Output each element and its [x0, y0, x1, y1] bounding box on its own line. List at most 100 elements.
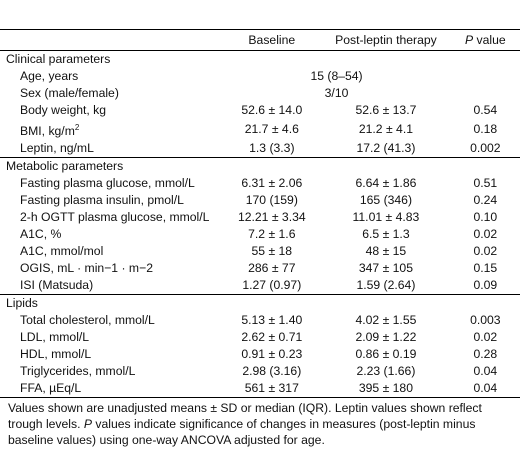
row-label: Fasting plasma glucose, mmol/L [20, 176, 195, 191]
header-p-value: P value [450, 30, 520, 51]
row-baseline-value: 0.91 ± 0.23 [241, 347, 303, 362]
row-baseline-value: 21.7 ± 4.6 [244, 122, 299, 137]
table-row: LDL, mmol/L 2.62 ± 0.71 2.09 ± 1.22 0.02 [0, 329, 520, 346]
row-label: Total cholesterol, mmol/L [20, 313, 155, 328]
row-label: Sex (male/female) [20, 86, 119, 100]
table-row: BMI, kg/m2 21.7 ± 4.6 21.2 ± 4.1 0.18 [0, 119, 520, 140]
header-blank [0, 30, 223, 51]
row-p-value: 0.02 [473, 244, 498, 259]
row-label: LDL, mmol/L [20, 330, 90, 345]
row-p-value: 0.02 [473, 227, 498, 242]
table-top-rule [0, 29, 520, 30]
table-row: Fasting plasma insulin, pmol/L 170 (159) 1… [0, 192, 520, 209]
row-post-value: 0.86 ± 0.19 [355, 347, 417, 362]
row-baseline-value: 1.3 (3.3) [249, 141, 295, 156]
row-baseline-value: 5.13 ± 1.40 [241, 313, 303, 328]
row-label: Fasting plasma insulin, pmol/L [20, 193, 184, 208]
row-label: Leptin, ng/mL [20, 141, 94, 156]
row-p-value: 0.28 [473, 347, 498, 362]
footnote-part2: values indicate significance of changes … [8, 417, 476, 447]
row-baseline-value: 1.27 (0.97) [242, 278, 302, 293]
row-post-value: 347 ± 105 [358, 261, 413, 276]
row-baseline-value: 7.2 ± 1.6 [248, 227, 296, 242]
table-row: Total cholesterol, mmol/L 5.13 ± 1.40 4.02… [0, 312, 520, 329]
table-row: Triglycerides, mmol/L 2.98 (3.16) 2.23 (1.… [0, 363, 520, 380]
section-title: Metabolic parameters [0, 157, 520, 176]
row-p-value: 0.24 [473, 193, 498, 208]
row-baseline-value: 2.62 ± 0.71 [241, 330, 303, 345]
row-baseline-value: 55 ± 18 [251, 244, 293, 259]
table-row: A1C, mmol/mol 55 ± 18 48 ± 15 0.02 [0, 243, 520, 260]
footnote-part1: Values shown are unadjusted means ± SD o… [8, 401, 482, 431]
row-label: A1C, mmol/mol [20, 244, 104, 259]
row-post-value: 48 ± 15 [365, 244, 407, 259]
table-row: Leptin, ng/mL 1.3 (3.3) 17.2 (41.3) 0.002 [0, 140, 520, 158]
table-row: Fasting plasma glucose, mmol/L 6.31 ± 2.0… [0, 175, 520, 192]
table-row: 2-h OGTT plasma glucose, mmol/L 12.21 ± 3… [0, 209, 520, 226]
row-label: A1C, % [20, 227, 62, 242]
row-p-value: 0.18 [473, 122, 498, 137]
row-baseline-value: 561 ± 317 [222, 380, 322, 399]
row-label: BMI, kg/m2 [0, 119, 222, 140]
table-row: HDL, mmol/L 0.91 ± 0.23 0.86 ± 0.19 0.28 [0, 346, 520, 363]
row-p-value: 0.002 [470, 141, 501, 156]
table-row: A1C, % 7.2 ± 1.6 6.5 ± 1.3 0.02 [0, 226, 520, 243]
row-p-value: 0.02 [473, 330, 498, 345]
section-title: Lipids [0, 294, 520, 313]
row-baseline-value: 6.31 ± 2.06 [241, 176, 303, 191]
row-baseline-value: 286 ± 77 [248, 261, 296, 276]
row-p-value-empty [451, 68, 520, 85]
section-header-row: Clinical parameters [0, 51, 520, 69]
table-row: Age, years 15 (8–54) [0, 68, 520, 85]
row-post-value: 17.2 (41.3) [356, 141, 416, 156]
table-row: ISI (Matsuda) 1.27 (0.97) 1.59 (2.64) 0.09 [0, 277, 520, 295]
row-label: FFA, µEq/L [0, 380, 223, 399]
row-p-value-empty [451, 85, 520, 102]
table-body: Clinical parameters Age, years 15 (8–54) Se… [0, 51, 520, 399]
row-post-value: 165 (346) [359, 193, 413, 208]
row-post-value: 2.09 ± 1.22 [355, 330, 417, 345]
row-p-value: 0.54 [473, 103, 498, 117]
row-p-value: 0.04 [450, 380, 520, 399]
row-label: HDL, mmol/L [20, 347, 92, 362]
row-label-main: BMI, kg/m [20, 124, 75, 139]
section-header-row: Metabolic parameters [0, 157, 520, 176]
row-p-value: 0.003 [470, 313, 501, 328]
row-post-value: 395 ± 180 [321, 380, 451, 399]
row-baseline-value: 170 (159) [245, 193, 298, 208]
row-post-value: 6.64 ± 1.86 [355, 176, 417, 191]
row-label: ISI (Matsuda) [20, 278, 94, 293]
row-post-value: 1.59 (2.64) [356, 278, 416, 293]
row-label: OGIS, mL · min−1 · m−2 [20, 261, 153, 276]
header-p-italic: P [464, 33, 474, 47]
table-row: FFA, µEq/L 561 ± 317 395 ± 180 0.04 [0, 380, 520, 399]
row-label: Body weight, kg [20, 103, 107, 117]
row-label-superscript: 2 [74, 123, 80, 132]
row-p-value: 0.04 [473, 364, 498, 379]
footnote-p-italic: P [83, 417, 93, 431]
table-row: Body weight, kg 52.6 ± 14.0 52.6 ± 13.7 0.5… [0, 102, 520, 119]
row-baseline-value: 12.21 ± 3.34 [237, 210, 306, 225]
table-header-row: Baseline Post-leptin therapy P value [0, 30, 520, 51]
row-post-value: 4.02 ± 1.55 [355, 313, 417, 328]
row-p-value: 0.09 [473, 278, 498, 293]
row-post-value: 6.5 ± 1.3 [362, 227, 410, 242]
row-p-value: 0.10 [473, 210, 498, 225]
row-spanning-value: 3/10 [324, 86, 349, 100]
row-baseline-value: 52.6 ± 14.0 [241, 103, 303, 117]
row-p-value: 0.51 [473, 176, 498, 191]
row-post-value: 2.23 (1.66) [356, 364, 416, 379]
row-post-value: 21.2 ± 4.1 [358, 122, 413, 137]
table-row: Sex (male/female) 3/10 [0, 85, 520, 102]
table-row: OGIS, mL · min−1 · m−2 286 ± 77 347 ± 105 0… [0, 260, 520, 277]
row-post-value: 11.01 ± 4.83 [352, 210, 420, 225]
section-header-row: Lipids [0, 294, 520, 313]
row-label: 2-h OGTT plasma glucose, mmol/L [20, 210, 210, 225]
row-p-value: 0.15 [473, 261, 498, 276]
row-label: Age, years [20, 69, 79, 83]
table-footnote: Values shown are unadjusted means ± SD o… [8, 400, 516, 448]
results-table: Baseline Post-leptin therapy P value Cli… [0, 30, 520, 399]
header-post-leptin: Post-leptin therapy [321, 30, 451, 51]
row-baseline-value: 2.98 (3.16) [242, 364, 302, 379]
